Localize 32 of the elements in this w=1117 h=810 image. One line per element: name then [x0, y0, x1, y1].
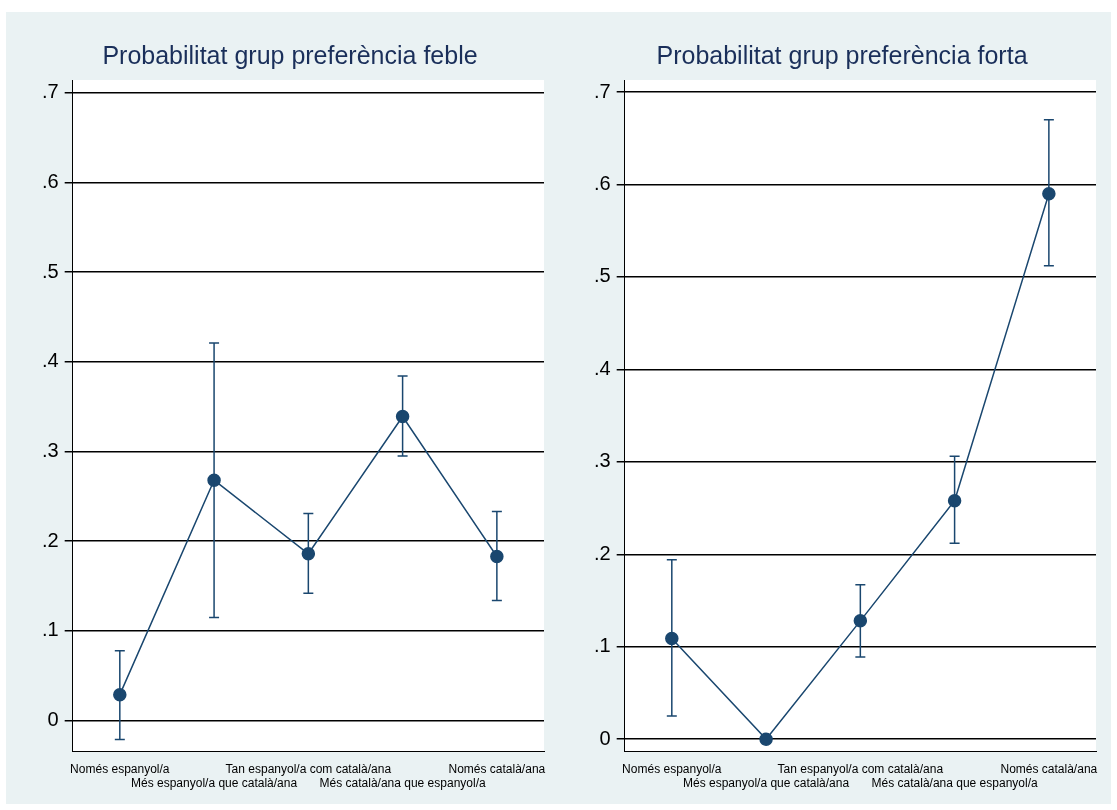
point — [759, 732, 773, 746]
y-tick-label: 0 — [47, 708, 59, 731]
y-tick-label: .7 — [593, 79, 611, 102]
x-tick-label: Més espanyol/a que català/ana — [131, 776, 298, 791]
x-tick-label: Més espanyol/a que català/ana — [683, 776, 850, 791]
y-tick-label: .3 — [593, 449, 611, 472]
y-tick-label: .6 — [41, 169, 59, 192]
x-tick-label: Més català/ana que espanyol/a — [319, 776, 486, 791]
chart-title: Probabilitat grup preferència feble — [102, 40, 478, 69]
y-tick-label: .4 — [593, 356, 611, 379]
x-tick-label: Només català/ana — [448, 761, 546, 776]
y-tick-label: .1 — [41, 618, 59, 641]
y-tick-label: .4 — [41, 349, 59, 372]
y-tick-label: .1 — [593, 634, 611, 657]
chart-title: Probabilitat grup preferència forta — [656, 40, 1028, 69]
point — [947, 493, 962, 508]
y-tick-label: .2 — [41, 528, 59, 551]
point — [853, 614, 868, 628]
x-tick-label: Només espanyol/a — [70, 761, 170, 776]
x-tick-label: Només català/ana — [1000, 761, 1098, 776]
y-tick-label: .3 — [41, 439, 59, 462]
point — [395, 409, 410, 424]
y-tick-label: 0 — [599, 726, 611, 749]
x-tick-label: Tan espanyol/a com català/ana — [777, 761, 944, 776]
x-tick-label: Tan espanyol/a com català/ana — [225, 761, 392, 776]
y-tick-label: .7 — [41, 80, 59, 103]
y-tick-label: .6 — [593, 171, 611, 194]
y-tick-label: .5 — [593, 264, 611, 287]
y-tick-label: .5 — [41, 259, 59, 282]
y-tick-label: .2 — [593, 541, 611, 564]
x-tick-label: Més català/ana que espanyol/a — [871, 776, 1038, 791]
x-tick-label: Només espanyol/a — [622, 761, 722, 776]
